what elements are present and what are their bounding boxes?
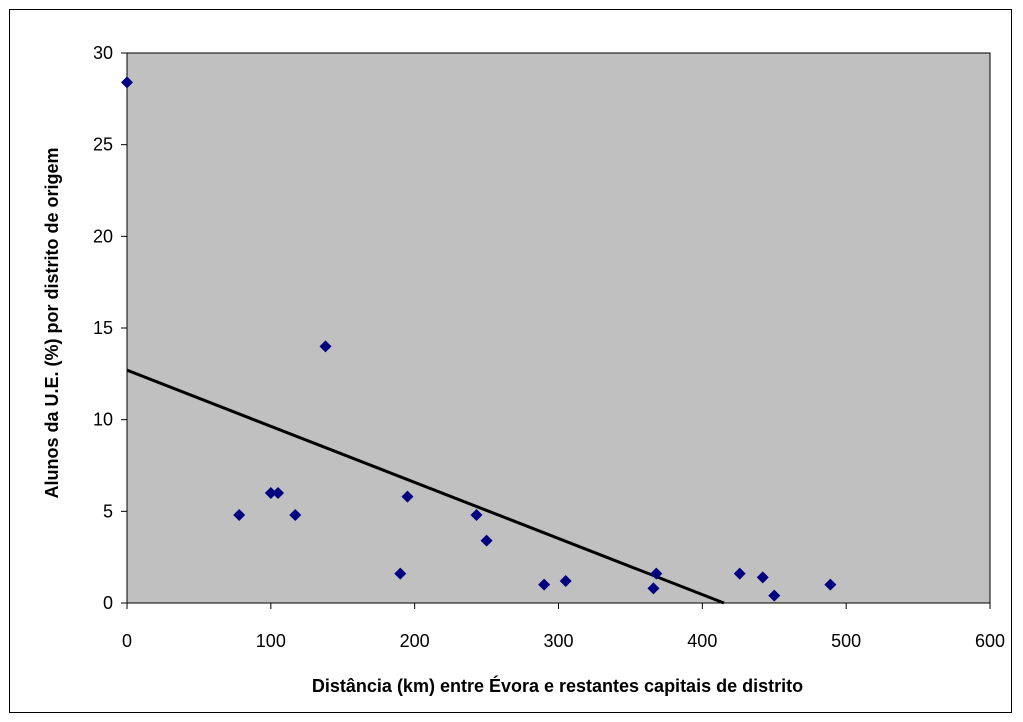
x-tick-label: 600 (975, 631, 1005, 651)
y-axis: 0 5 10 15 20 25 30 (93, 43, 128, 613)
data-points (121, 76, 837, 602)
data-point (233, 509, 246, 521)
trendline (126, 368, 725, 605)
data-point (824, 578, 837, 591)
data-point (756, 571, 769, 584)
data-point (647, 582, 660, 595)
data-point (319, 340, 332, 353)
y-axis-label: Alunos da U.E. (%) por distrito de orige… (42, 147, 62, 498)
data-point (401, 490, 414, 503)
data-point (289, 509, 302, 521)
x-tick-label: 300 (543, 631, 573, 651)
data-point (538, 578, 551, 591)
x-tick-label: 500 (831, 631, 861, 651)
x-axis-label: Distância (km) entre Évora e restantes c… (312, 675, 803, 696)
y-tick-label: 20 (93, 226, 113, 246)
x-tick-label: 100 (256, 631, 286, 651)
data-point (650, 567, 663, 580)
data-point (272, 487, 285, 499)
plot-area (126, 52, 991, 604)
x-tick-label: 200 (400, 631, 430, 651)
data-point (480, 534, 493, 547)
data-point (264, 487, 277, 499)
y-tick-label: 10 (93, 410, 113, 430)
data-point (559, 575, 572, 587)
x-tick-label: 400 (687, 631, 717, 651)
y-tick-label: 30 (93, 43, 113, 63)
x-axis: 0 100 200 300 400 500 600 (122, 602, 1005, 651)
data-point (768, 589, 781, 602)
y-tick-label: 25 (93, 135, 113, 155)
data-point (121, 76, 133, 89)
x-tick-label: 0 (122, 631, 132, 651)
y-tick-label: 15 (93, 318, 113, 338)
data-point (394, 567, 407, 580)
y-tick-label: 0 (103, 593, 113, 613)
y-tick-label: 5 (103, 501, 113, 521)
data-point (733, 567, 746, 580)
data-point (470, 509, 483, 521)
